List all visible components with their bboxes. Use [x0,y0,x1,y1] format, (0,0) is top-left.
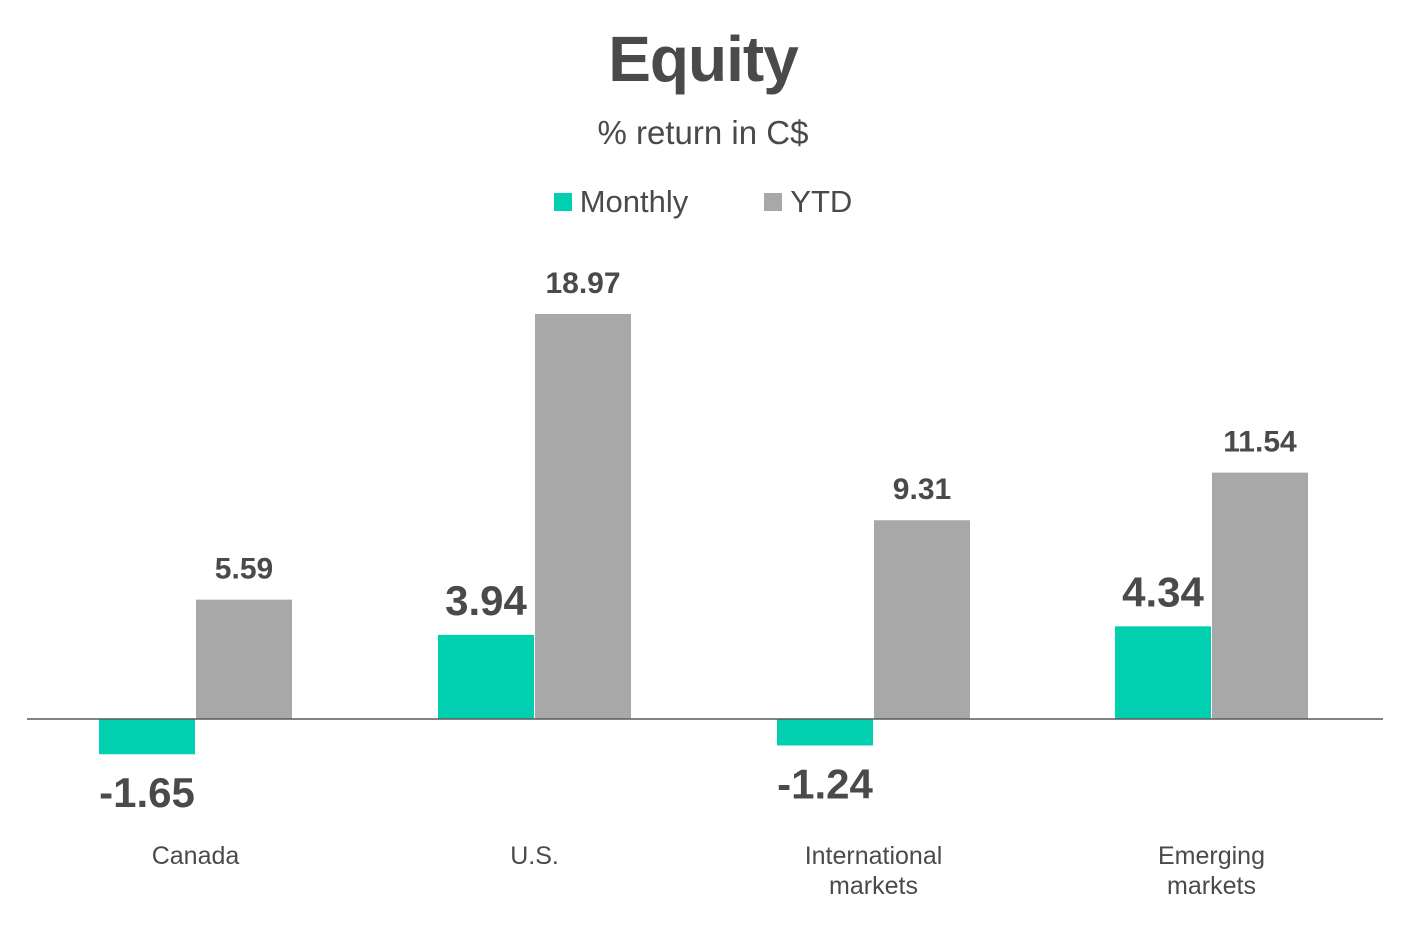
legend-label-monthly: Monthly [579,184,689,219]
data-label-ytd-2: 9.31 [893,473,951,506]
category-label-3: Emerging [1158,842,1265,870]
chart-subtitle: % return in C$ [597,114,809,151]
category-label-0: Canada [152,842,240,870]
data-label-monthly-3: 4.34 [1122,568,1204,615]
bar-ytd-1 [535,313,631,719]
bar-ytd-2 [874,520,970,719]
chart-title: Equity [608,23,799,95]
category-label-2: International [805,842,943,870]
legend-swatch-monthly [553,193,572,211]
bar-monthly-0 [99,719,195,755]
legend-item-ytd: YTD [764,184,852,220]
legend: Monthly YTD [0,184,1406,220]
legend-label-ytd: YTD [790,184,853,219]
category-label-2-line-1: markets [829,872,918,900]
category-label-3-line-1: markets [1167,872,1256,900]
bar-monthly-3 [1115,626,1211,719]
legend-item-monthly: Monthly [553,184,689,220]
bar-monthly-1 [438,634,534,719]
data-label-monthly-0: -1.65 [99,769,195,816]
category-label-1: U.S. [510,842,559,870]
data-label-monthly-2: -1.24 [777,760,873,807]
data-label-ytd-1: 18.97 [545,267,620,300]
data-label-ytd-3: 11.54 [1223,426,1297,459]
data-label-monthly-1: 3.94 [445,577,527,624]
data-label-ytd-0: 5.59 [215,553,273,586]
legend-swatch-ytd [764,193,783,211]
bar-ytd-3 [1212,472,1308,719]
bar-ytd-0 [196,599,292,719]
bar-monthly-2 [777,719,873,746]
